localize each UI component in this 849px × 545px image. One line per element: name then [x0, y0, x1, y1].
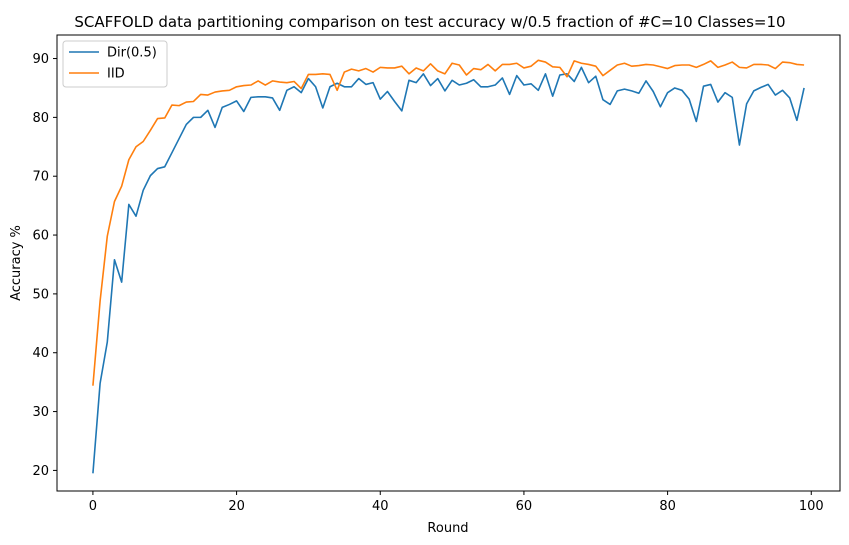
y-tick-label: 90	[32, 52, 49, 67]
x-tick-label: 80	[659, 499, 676, 514]
x-tick-label: 20	[228, 499, 245, 514]
x-tick-label: 100	[799, 499, 824, 514]
legend-label-iid: IID	[107, 67, 125, 82]
y-tick-label: 80	[32, 111, 49, 126]
x-axis-label: Round	[427, 521, 468, 536]
x-tick-label: 40	[372, 499, 389, 514]
y-axis-label: Accuracy %	[9, 225, 24, 301]
chart-title: SCAFFOLD data partitioning comparison on…	[74, 13, 785, 31]
legend: Dir(0.5) IID	[62, 40, 168, 88]
y-tick-label: 60	[32, 229, 49, 244]
x-tick-label: 60	[516, 499, 533, 514]
series-line-dir	[92, 66, 805, 474]
y-tick-label: 20	[32, 464, 49, 479]
plot-area	[56, 34, 841, 492]
series-line-iid	[92, 59, 805, 386]
y-tick-label: 70	[32, 170, 49, 185]
y-tick-label: 30	[32, 405, 49, 420]
legend-label-dir: Dir(0.5)	[107, 46, 157, 61]
y-tick-label: 50	[32, 287, 49, 302]
x-tick-label: 0	[89, 499, 97, 514]
y-tick-label: 40	[32, 346, 49, 361]
